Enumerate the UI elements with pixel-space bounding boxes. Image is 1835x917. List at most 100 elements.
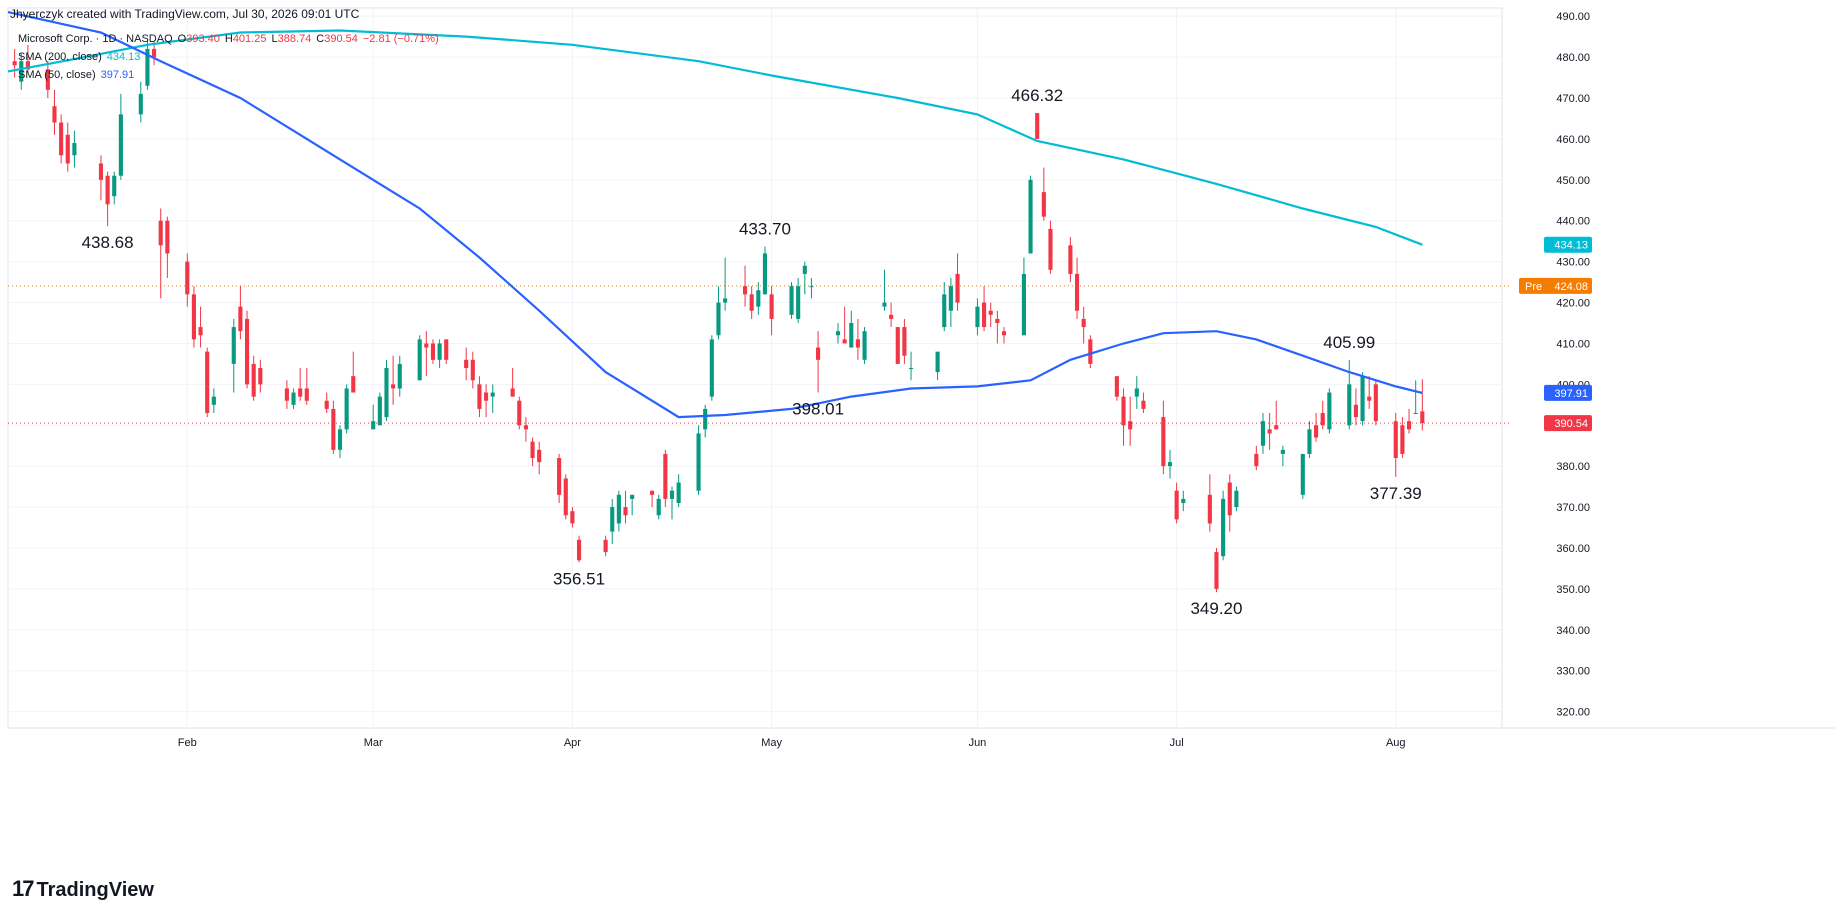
candle-body: [1347, 384, 1352, 426]
candle-body: [523, 425, 528, 430]
candle-body: [470, 359, 475, 381]
pre-tag-value: 424.08: [1554, 281, 1588, 293]
candle-body: [982, 302, 987, 328]
candle-body: [477, 384, 482, 409]
symbol-name: Microsoft Corp. · 1D · NASDAQ: [18, 33, 173, 45]
price-tick-label: 470.00: [1556, 93, 1590, 105]
candle-body: [1353, 404, 1358, 418]
candle-body: [557, 458, 562, 495]
candle-body: [138, 93, 143, 115]
candle-body: [802, 265, 807, 274]
candle-body: [1221, 498, 1226, 557]
candle-body: [1028, 179, 1033, 254]
sma200-label: SMA (200, close): [18, 51, 102, 63]
price-tags: 434.13 Pre 424.08 397.91 390.54: [1519, 236, 1592, 432]
candle-body: [1274, 425, 1279, 430]
symbol-legend[interactable]: Microsoft Corp. · 1D · NASDAQ O393.40 H401…: [18, 33, 444, 45]
sma200-value: 434.13: [106, 51, 141, 63]
candle-body: [855, 339, 860, 348]
price-tick-label: 460.00: [1556, 134, 1590, 146]
candle-body: [371, 421, 376, 430]
candle-body: [842, 339, 847, 344]
candle-body: [1021, 273, 1026, 336]
candle-body: [344, 388, 349, 430]
sma50-line: [7, 11, 1423, 419]
candle-body: [105, 175, 110, 205]
candle-body: [610, 507, 615, 532]
candle-body: [1068, 245, 1073, 274]
candle-body: [676, 482, 681, 503]
open-value: 393.40: [186, 33, 220, 45]
candle-body: [65, 134, 70, 164]
price-tick-label: 360.00: [1556, 543, 1590, 555]
candle-body: [211, 396, 216, 405]
candle-body: [1420, 411, 1425, 424]
low-value: 388.74: [277, 33, 312, 45]
candle-body: [895, 327, 900, 364]
candle-body: [158, 220, 163, 246]
candle-body: [337, 429, 343, 450]
candle-body: [298, 388, 303, 397]
candle-body: [995, 318, 1000, 323]
candle-body: [749, 294, 754, 311]
candle-body: [955, 273, 960, 303]
price-tick-label: 370.00: [1556, 502, 1590, 514]
candle-body: [1327, 392, 1332, 430]
candle-body: [816, 347, 821, 360]
open-label: O: [177, 33, 187, 45]
tradingview-mark-icon: 17: [12, 876, 35, 901]
price-tick-label: 440.00: [1556, 216, 1590, 228]
sma200-legend[interactable]: SMA (200, close) 434.13: [18, 51, 145, 63]
candle-body: [417, 339, 422, 381]
candle-body: [152, 48, 157, 58]
price-tick-label: 450.00: [1556, 175, 1590, 187]
candle-body: [145, 48, 150, 86]
change-value: −2.81 (−0.71%): [362, 33, 439, 45]
candle-body: [942, 294, 947, 328]
tradingview-logo[interactable]: 17 TradingView: [12, 876, 154, 902]
last-tag-value: 390.54: [1554, 418, 1588, 430]
candle-body: [623, 507, 628, 516]
candle-body: [1048, 228, 1053, 270]
price-tick-label: 490.00: [1556, 11, 1590, 23]
candle-body: [1001, 331, 1007, 336]
candle-body: [331, 408, 336, 450]
candle-body: [796, 286, 801, 319]
candle-body: [1367, 396, 1372, 401]
candle-body: [1360, 376, 1365, 422]
candle-body: [1254, 453, 1259, 467]
candle-body: [517, 400, 522, 426]
candle-body: [1373, 384, 1378, 422]
candle-body: [391, 384, 396, 389]
candle-body: [1406, 421, 1412, 430]
candle-body: [935, 351, 940, 373]
candle-body: [112, 175, 117, 197]
sma50-legend[interactable]: SMA (50, close) 397.91: [18, 69, 139, 81]
price-tick-label: 430.00: [1556, 257, 1590, 269]
candle-body: [1114, 376, 1119, 397]
price-annotation: 438.68: [82, 233, 134, 252]
candle-body: [1207, 494, 1212, 524]
candle-body: [889, 314, 894, 319]
candle-body: [424, 343, 429, 348]
candle-body: [205, 351, 210, 413]
pre-tag-label: Pre: [1525, 281, 1542, 293]
annotations: 438.68 356.51 433.70 398.01 466.32 349.20 405.…: [82, 86, 1422, 618]
price-tick-label: 320.00: [1556, 707, 1590, 719]
candle-body: [377, 396, 382, 426]
candle-body: [570, 511, 575, 524]
high-value: 401.25: [232, 33, 267, 45]
candle-body: [1300, 453, 1305, 495]
candle-body: [1161, 417, 1166, 467]
candle-body: [1234, 490, 1239, 508]
price-annotation: 405.99: [1323, 333, 1375, 352]
price-tick-label: 350.00: [1556, 584, 1590, 596]
candle-body: [1393, 421, 1398, 458]
candle-body: [563, 478, 568, 516]
last-tag-bg: [1544, 415, 1592, 432]
candle-body: [19, 61, 24, 82]
price-annotation: 466.32: [1011, 86, 1063, 105]
candle-body: [165, 220, 170, 254]
candle-body: [444, 339, 449, 360]
